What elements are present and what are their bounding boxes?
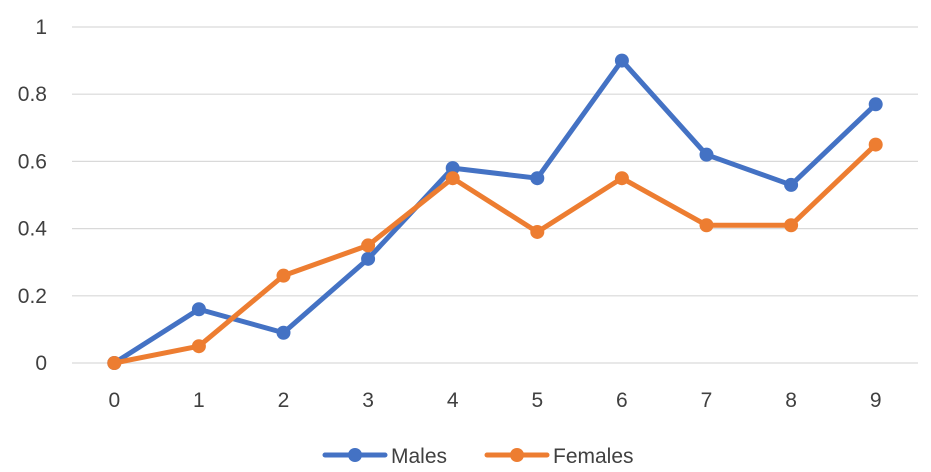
data-point-females <box>868 137 883 152</box>
legend: Males Females <box>322 445 634 468</box>
x-tick-label: 4 <box>447 389 459 412</box>
data-point-females <box>191 339 206 354</box>
data-point-females <box>614 171 629 186</box>
data-point-males <box>530 171 545 186</box>
data-point-males <box>868 97 883 112</box>
y-tick-label: 0.6 <box>18 150 47 173</box>
data-point-males <box>276 325 291 340</box>
legend-item-males: Males <box>322 445 447 468</box>
series-lines <box>107 53 883 370</box>
data-point-males <box>191 302 206 317</box>
y-tick-label: 0.2 <box>18 285 47 308</box>
data-point-females <box>699 218 714 233</box>
legend-swatch-marker <box>510 448 524 462</box>
x-tick-label: 7 <box>701 389 713 412</box>
data-point-males <box>361 251 376 266</box>
y-tick-label: 0.4 <box>18 218 48 241</box>
y-tick-label: 0 <box>35 352 47 375</box>
data-point-females <box>530 224 545 239</box>
legend-label: Females <box>553 445 634 468</box>
data-point-males <box>614 53 629 68</box>
data-point-females <box>784 218 799 233</box>
x-tick-label: 6 <box>616 389 628 412</box>
y-tick-label: 1 <box>35 16 47 39</box>
x-axis-tick-labels: 0 1 2 3 4 5 6 7 8 9 <box>108 389 881 412</box>
x-tick-label: 9 <box>870 389 882 412</box>
series-males <box>107 53 883 370</box>
data-point-females <box>361 238 376 253</box>
data-point-males <box>445 161 460 176</box>
data-point-females <box>445 171 460 186</box>
x-tick-label: 0 <box>108 389 120 412</box>
x-tick-label: 5 <box>531 389 543 412</box>
legend-swatch-marker <box>348 448 362 462</box>
series-line-females <box>111 142 879 366</box>
x-tick-label: 8 <box>785 389 797 412</box>
series-line-males <box>111 58 879 366</box>
data-point-males <box>699 147 714 162</box>
data-point-males <box>784 177 799 192</box>
y-axis-tick-labels: 0 0.2 0.4 0.6 0.8 1 <box>18 16 48 375</box>
legend-label: Males <box>391 445 447 468</box>
legend-item-females: Females <box>484 445 634 468</box>
y-tick-label: 0.8 <box>18 83 47 106</box>
x-tick-label: 3 <box>362 389 374 412</box>
x-tick-label: 2 <box>278 389 290 412</box>
series-females <box>107 137 883 370</box>
x-tick-label: 1 <box>193 389 205 412</box>
data-point-females <box>276 268 291 283</box>
gridlines <box>72 26 918 364</box>
data-point-females <box>107 356 122 370</box>
